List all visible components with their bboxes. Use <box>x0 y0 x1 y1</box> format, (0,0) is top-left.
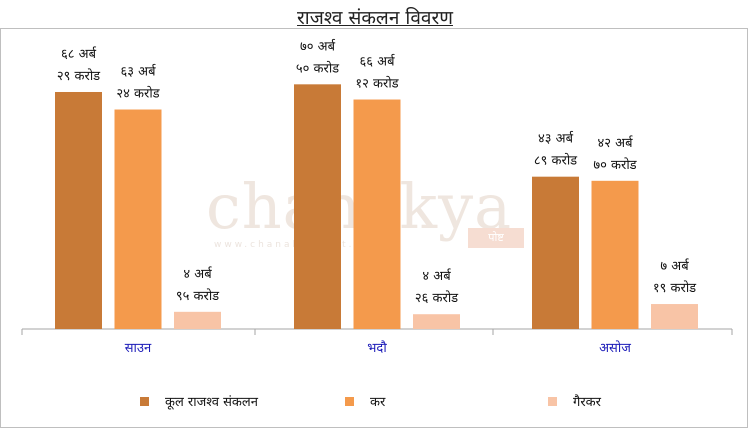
data-label: २९ करोड <box>57 68 101 84</box>
data-label: ७० करोड <box>593 157 637 173</box>
data-label: ६६ अर्ब <box>359 54 395 70</box>
category-label: साउन <box>125 341 152 356</box>
data-label: ५० करोड <box>296 60 340 76</box>
data-label: ८९ करोड <box>534 153 578 169</box>
data-label: १२ करोड <box>355 76 399 92</box>
legend-label: कर <box>370 395 386 410</box>
bar-1-0 <box>294 84 341 329</box>
bar-0-0 <box>55 91 102 329</box>
bar-1-1 <box>353 99 401 329</box>
data-label: ९५ करोड <box>176 288 220 304</box>
bar-0-1 <box>114 109 162 330</box>
chart-frame <box>0 28 748 428</box>
watermark-badge: पोष्ट <box>468 228 524 248</box>
legend-swatch <box>548 397 557 406</box>
data-label: २४ करोड <box>116 86 160 102</box>
data-label: ७ अर्ब <box>660 258 689 274</box>
data-label: ४ अर्ब <box>422 268 451 284</box>
category-label: असोज <box>599 340 631 356</box>
legend-label: गैरकर <box>573 394 602 410</box>
bar-2-2 <box>651 304 698 329</box>
bar-2-1 <box>591 180 639 329</box>
data-label: १९ करोड <box>653 280 697 296</box>
bar-2-0 <box>532 176 579 329</box>
legend-swatch <box>140 397 149 406</box>
data-label: ४२ अर्ब <box>597 135 633 151</box>
category-label: भदौ <box>367 340 387 356</box>
bar-1-2 <box>413 314 460 329</box>
legend-swatch <box>345 397 354 406</box>
bar-0-2 <box>174 311 221 329</box>
chart-title: राजश्व संकलन विवरण <box>297 7 453 29</box>
data-label: ६३ अर्ब <box>120 64 156 80</box>
data-label: ४ अर्ब <box>183 266 212 282</box>
data-label: ७० अर्ब <box>300 38 336 54</box>
data-label: २६ करोड <box>415 290 459 306</box>
data-label: ६८ अर्ब <box>61 46 97 62</box>
legend-label: कूल राजश्व संकलन <box>165 395 259 410</box>
data-label: ४३ अर्ब <box>538 131 574 147</box>
